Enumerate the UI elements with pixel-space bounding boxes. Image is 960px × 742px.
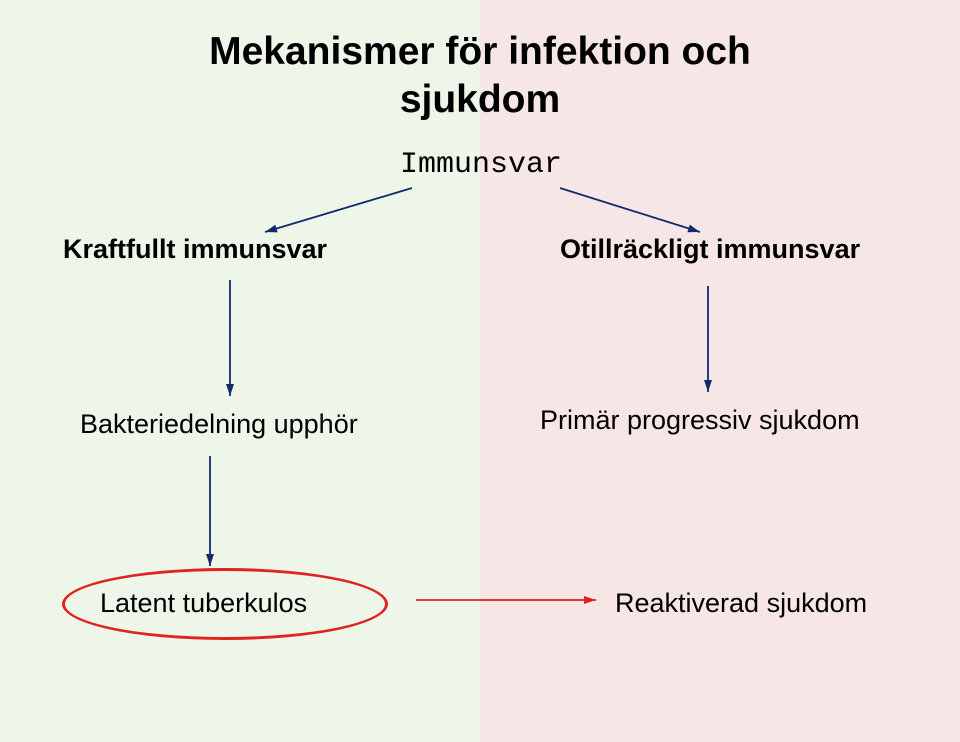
right-branch-label: Otillräckligt immunsvar	[560, 234, 860, 265]
slide-canvas: Mekanismer för infektion och sjukdom Imm…	[0, 0, 960, 742]
root-node-immunsvar: Immunsvar	[400, 148, 562, 182]
slide-title-line1: Mekanismer för infektion och	[0, 30, 960, 74]
slide-title-line2: sjukdom	[0, 78, 960, 122]
right-branch-mid: Primär progressiv sjukdom	[540, 405, 860, 436]
right-branch-leaf: Reaktiverad sjukdom	[615, 588, 867, 619]
left-branch-mid: Bakteriedelning upphör	[80, 409, 358, 440]
left-branch-label: Kraftfullt immunsvar	[63, 234, 327, 265]
highlight-ellipse-latent	[62, 568, 388, 640]
